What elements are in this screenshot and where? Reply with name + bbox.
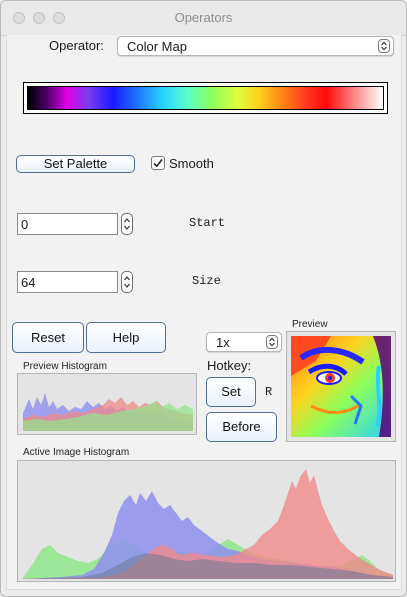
hotkey-key: R [265,385,273,399]
preview-box [286,331,396,442]
size-stepper[interactable] [121,271,133,293]
active-histogram-box [17,460,396,582]
minimize-window-button[interactable] [33,12,45,24]
operator-label: Operator: [49,38,104,53]
start-value: 0 [21,217,29,232]
title-bar: Operators [1,1,406,36]
preview-histogram-label: Preview Histogram [23,361,107,372]
smooth-label: Smooth [169,156,214,171]
active-histogram-label: Active Image Histogram [23,447,130,458]
stepper-arrows-icon [124,218,130,230]
preview-label: Preview [292,319,328,330]
reset-button[interactable]: Reset [12,322,84,353]
size-field[interactable]: 64 [17,271,118,293]
size-label: Size [192,274,221,288]
preview-image [291,336,391,437]
start-field[interactable]: 0 [17,213,118,235]
size-value: 64 [21,275,36,290]
hotkey-label: Hotkey: [207,358,252,373]
smooth-checkbox[interactable] [151,156,165,170]
active-histogram-plot [22,469,393,579]
zoom-select-value: 1x [216,335,230,350]
hotkey-set-button[interactable]: Set [206,377,256,407]
checkmark-icon [153,159,163,168]
preview-histogram-box [17,373,197,435]
preview-histogram-plot [23,393,193,431]
zoom-window-button[interactable] [53,12,65,24]
chevron-updown-icon [378,39,390,53]
operator-select[interactable]: Color Map [117,36,394,56]
window-title: Operators [174,10,233,25]
help-button[interactable]: Help [86,322,166,353]
set-palette-button[interactable]: Set Palette [16,155,135,173]
stepper-arrows-icon [124,276,130,288]
start-label: Start [189,216,226,230]
start-stepper[interactable] [121,213,133,235]
color-map-gradient [27,86,384,110]
operators-panel: Operator: Color Map Set Palette Smooth 0… [6,35,402,590]
close-window-button[interactable] [13,12,25,24]
zoom-select[interactable]: 1x [206,332,282,352]
chevron-updown-icon [266,335,278,349]
before-button[interactable]: Before [206,412,277,442]
operator-select-value: Color Map [127,39,187,54]
color-map-frame [23,82,388,114]
